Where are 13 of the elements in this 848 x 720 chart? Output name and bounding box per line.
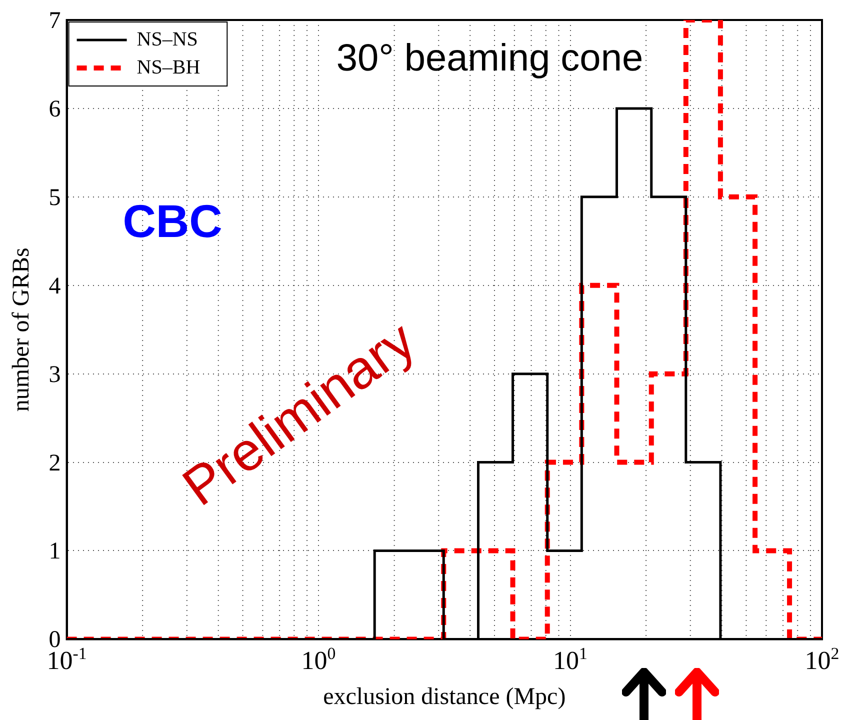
y-tick-label: 5 xyxy=(48,184,61,211)
annotation: 30° beaming cone xyxy=(336,38,644,80)
y-tick-label: 3 xyxy=(48,362,61,388)
y-tick-label: 6 xyxy=(48,96,61,122)
legend-label: NS–NS xyxy=(136,28,198,50)
x-axis-title: exclusion distance (Mpc) xyxy=(323,684,566,710)
y-tick-label: 1 xyxy=(48,538,61,565)
legend-label: NS–BH xyxy=(136,56,200,78)
y-tick-label: 7 xyxy=(48,8,61,34)
y-tick-label: 2 xyxy=(48,450,61,476)
y-tick-label: 4 xyxy=(48,273,61,300)
y-axis-title: number of GRBs xyxy=(8,248,35,412)
annotation: CBC xyxy=(122,195,222,248)
